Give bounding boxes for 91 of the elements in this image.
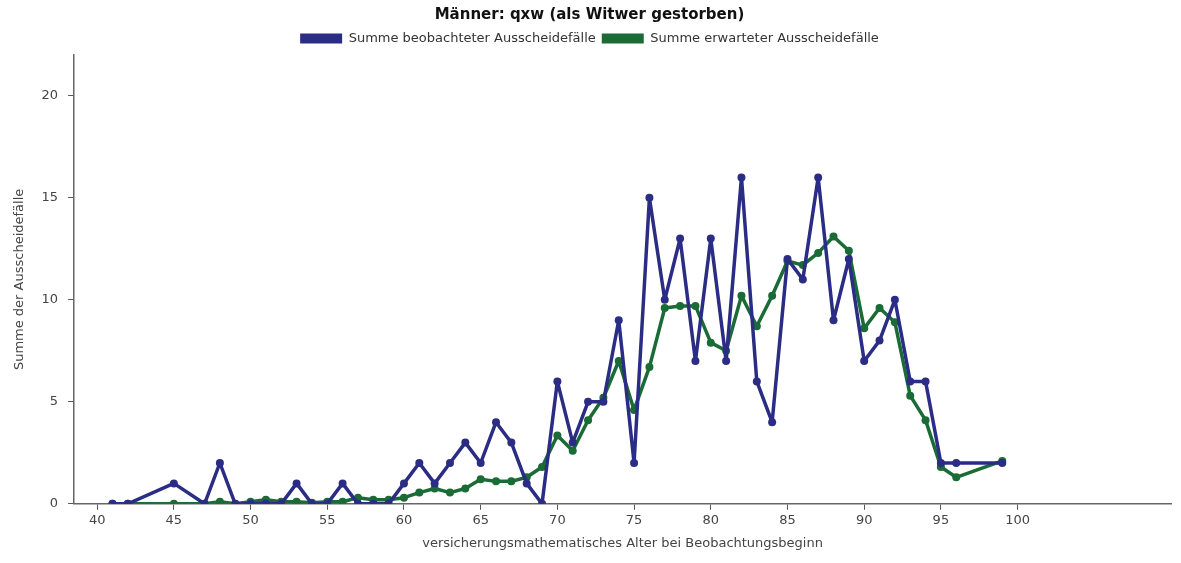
x-tick-label: 100 (1005, 511, 1031, 527)
point (630, 459, 639, 467)
point (829, 316, 838, 325)
point (660, 303, 669, 312)
point (476, 459, 485, 467)
point (906, 391, 915, 400)
point (952, 473, 961, 482)
point (553, 377, 562, 386)
point (415, 488, 424, 497)
legend-label: Summe erwarteter Ausscheidefälle (650, 29, 879, 45)
y-tick-label: 20 (41, 87, 59, 103)
point (660, 295, 669, 304)
point (538, 463, 547, 472)
point (814, 173, 823, 182)
point (860, 357, 869, 365)
x-tick-label: 60 (395, 511, 413, 527)
x-tick-label: 75 (625, 511, 643, 527)
point (415, 459, 424, 467)
point (645, 363, 654, 372)
point (215, 459, 224, 467)
point (599, 397, 608, 406)
x-tick-label: 80 (702, 511, 720, 527)
point (844, 246, 853, 255)
point (614, 316, 623, 325)
x-tick-label: 45 (165, 511, 183, 527)
y-tick-label: 15 (41, 189, 59, 205)
point (921, 377, 930, 386)
y-tick-label: 5 (49, 393, 59, 409)
y-tick-label: 10 (41, 291, 59, 307)
point (399, 493, 408, 502)
point (492, 418, 501, 427)
point (921, 416, 930, 425)
point (445, 488, 454, 497)
chart-title: Männer: qxw (als Witwer gestorben) (434, 4, 745, 23)
point (430, 479, 439, 488)
point (936, 459, 945, 467)
x-tick-label: 55 (318, 511, 336, 527)
point (752, 377, 761, 386)
point (522, 479, 531, 488)
point (691, 301, 700, 310)
point (860, 324, 869, 333)
y-tick-label: 0 (49, 495, 59, 511)
point (875, 303, 884, 312)
point (798, 275, 807, 284)
point (169, 479, 178, 488)
point (844, 255, 853, 263)
point (737, 173, 746, 182)
y-axis-title: Summe der Ausscheidefälle (11, 188, 27, 371)
point (722, 357, 731, 365)
x-tick-label: 50 (242, 511, 259, 527)
point (399, 479, 408, 488)
point (338, 497, 347, 504)
point (768, 418, 777, 427)
legend-label: Summe beobachteter Ausscheidefälle (348, 29, 596, 45)
x-tick-label: 85 (779, 511, 796, 527)
point (553, 431, 562, 440)
point (952, 459, 961, 467)
point (292, 479, 301, 488)
point (338, 479, 347, 488)
x-tick-label: 40 (88, 511, 106, 527)
point (461, 484, 470, 493)
point (492, 477, 501, 486)
x-tick-label: 90 (855, 511, 873, 527)
point (906, 377, 915, 386)
point (676, 301, 685, 310)
point (507, 477, 516, 486)
point (737, 291, 746, 300)
point (645, 193, 654, 202)
point (215, 497, 224, 504)
point (875, 336, 884, 345)
point (461, 438, 470, 447)
x-tick-label: 95 (932, 511, 950, 527)
x-tick-label: 65 (472, 511, 489, 527)
point (814, 248, 823, 257)
point (568, 446, 577, 455)
point (507, 438, 516, 447)
x-tick-label: 70 (549, 511, 566, 527)
point (890, 295, 899, 304)
point (584, 397, 593, 406)
x-axis-title: versicherungsmathematisches Alter bei Beobachtungsbeginn (422, 534, 823, 550)
point (706, 234, 715, 243)
point (292, 497, 301, 504)
point (445, 459, 454, 467)
point (706, 338, 715, 347)
point (476, 475, 485, 484)
point (829, 232, 838, 241)
point (568, 438, 577, 447)
point (691, 357, 700, 365)
point (584, 416, 593, 425)
point (676, 234, 685, 243)
point (768, 291, 777, 300)
